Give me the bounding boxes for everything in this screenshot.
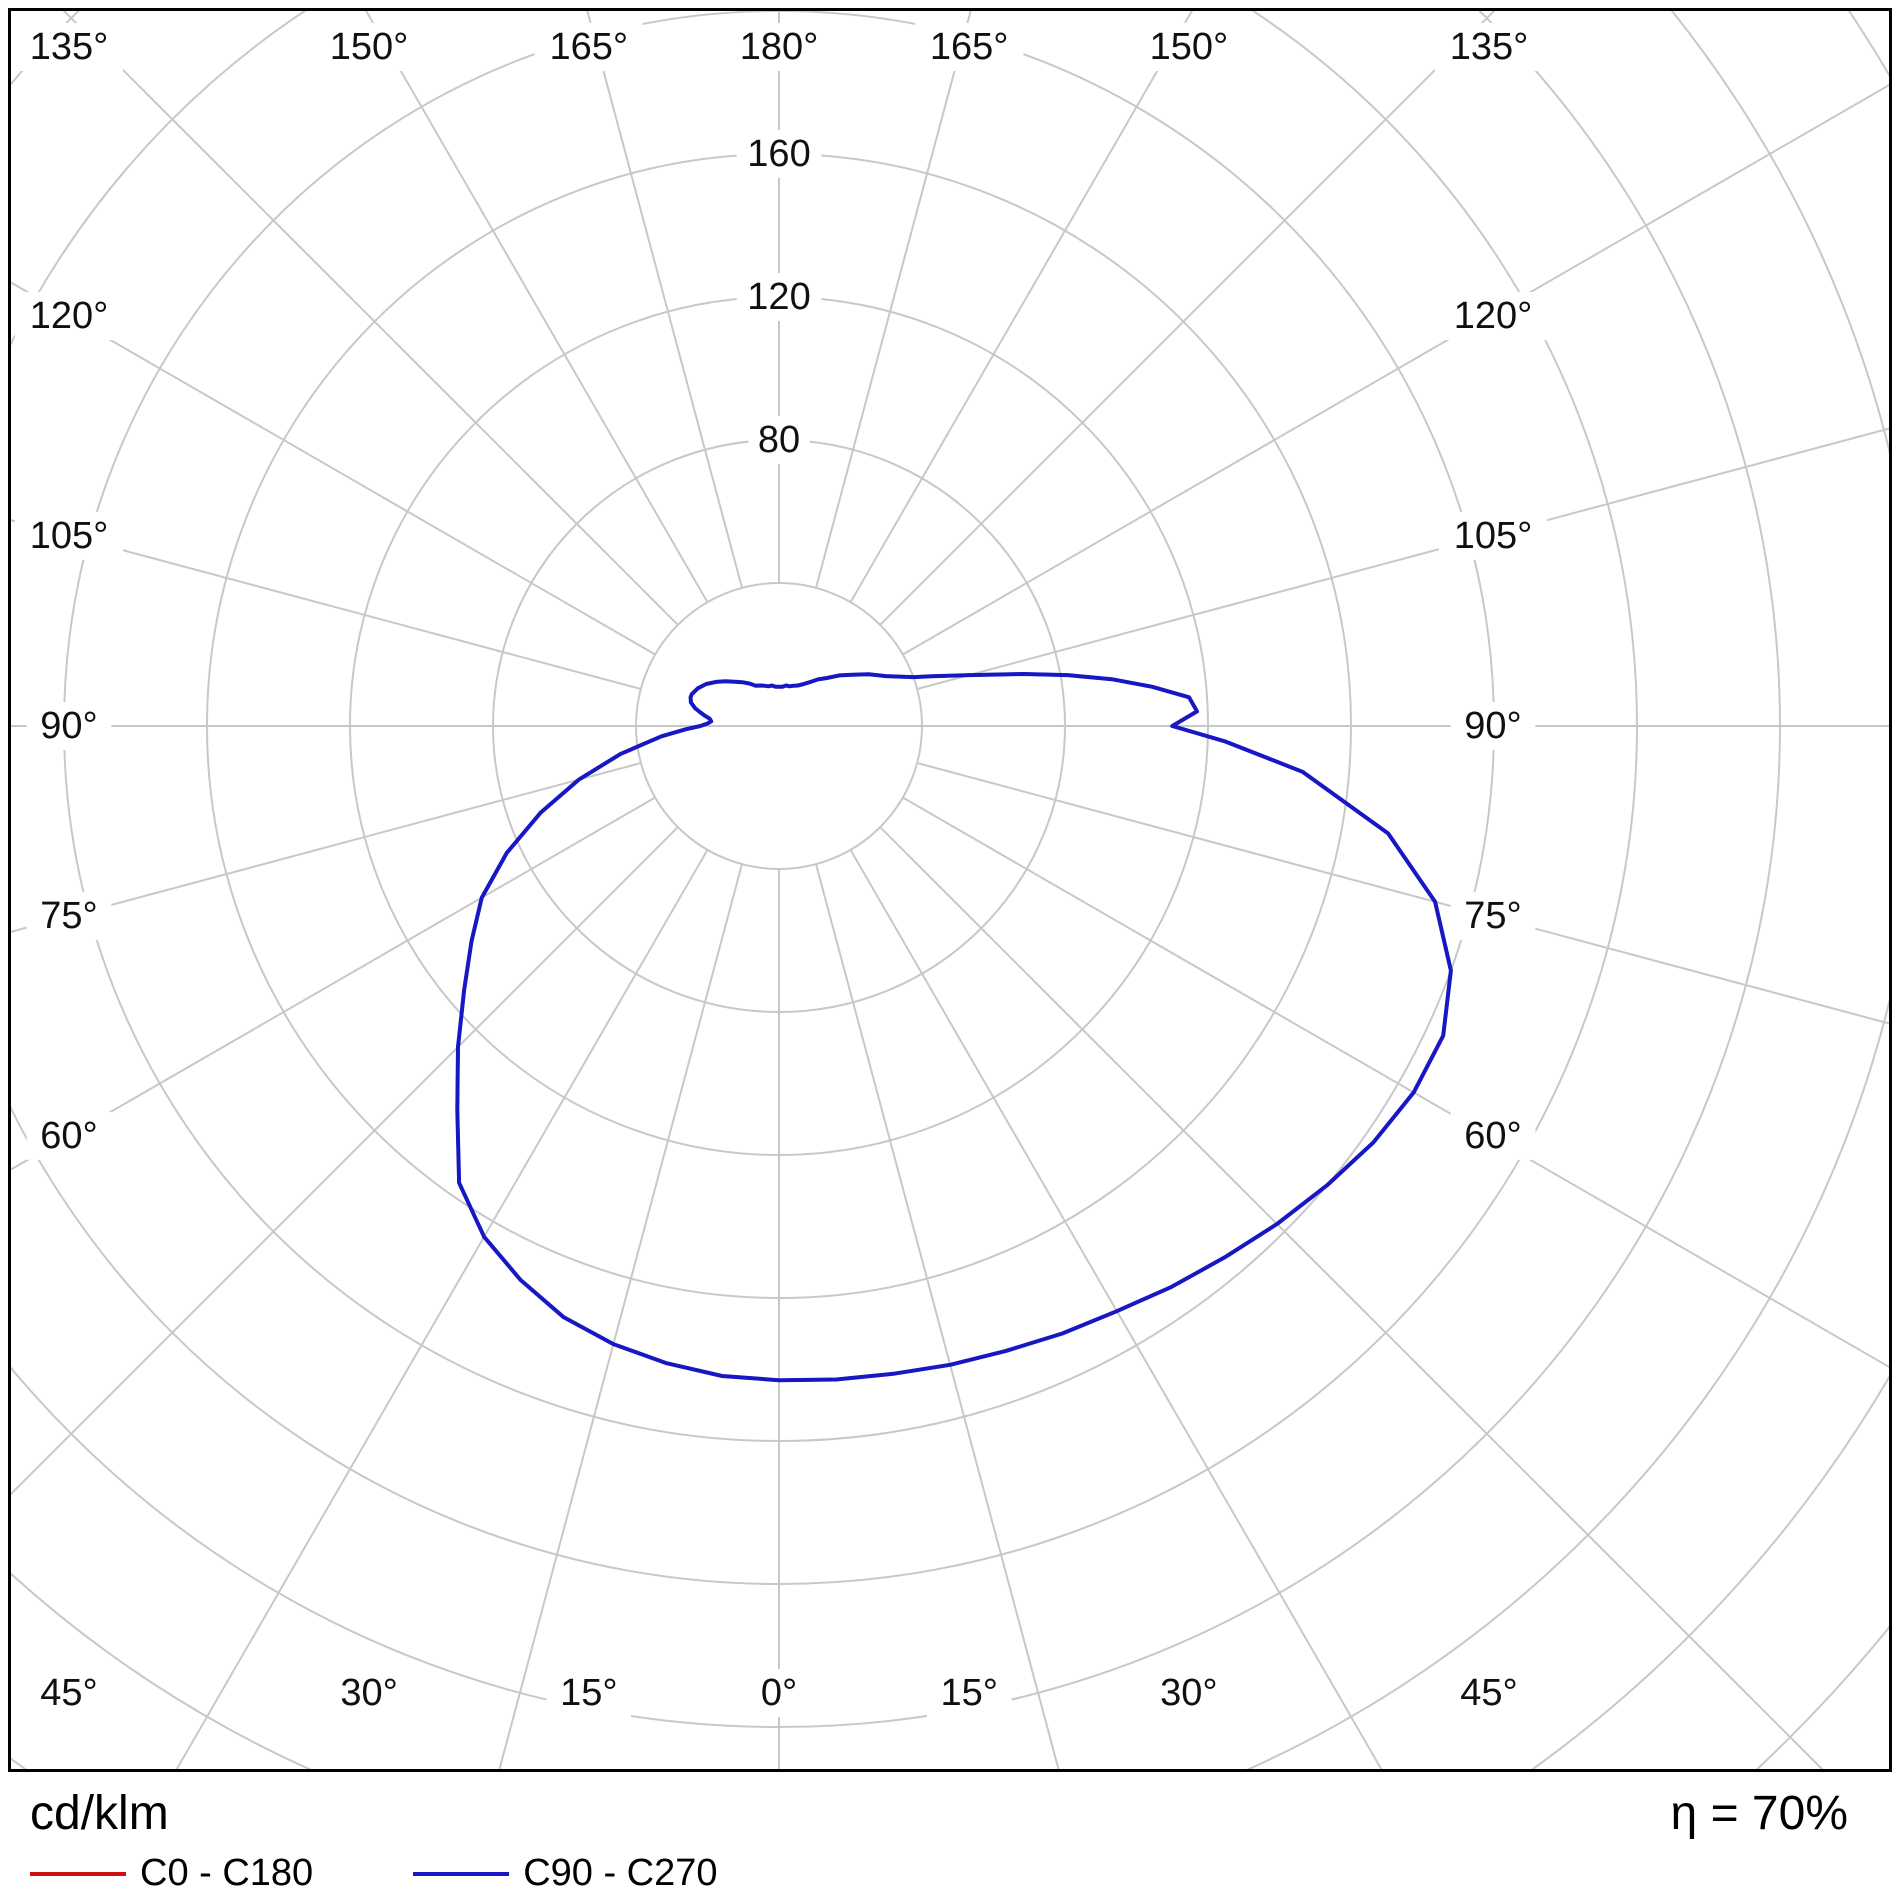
chart-footer: cd/klm η = 70% C0 - C180 C90 - C270 xyxy=(0,1776,1900,1900)
angle-label: 90° xyxy=(40,705,97,747)
ring-label: 80 xyxy=(758,419,800,461)
curve-c90-c270 xyxy=(455,672,1453,1383)
angle-label: 150° xyxy=(1150,26,1229,68)
legend-line-red xyxy=(30,1871,126,1876)
ring-label: 160 xyxy=(747,133,810,175)
angle-label: 135° xyxy=(30,26,109,68)
angle-label: 105° xyxy=(1454,515,1533,557)
grid-rings xyxy=(11,11,1889,1769)
angle-label: 15° xyxy=(560,1672,617,1714)
ring-labels: 80 120 160 xyxy=(736,130,822,464)
angle-label: 0° xyxy=(761,1672,797,1714)
angle-label: 60° xyxy=(40,1115,97,1157)
angle-label: 120° xyxy=(1454,295,1533,337)
radial-unit-label: cd/klm xyxy=(30,1787,169,1840)
angle-label: 165° xyxy=(549,26,628,68)
angle-label: 165° xyxy=(930,26,1009,68)
angle-label: 150° xyxy=(330,26,409,68)
angle-label: 105° xyxy=(30,515,109,557)
angle-label: 45° xyxy=(40,1672,97,1714)
legend-item-c90-c270: C90 - C270 xyxy=(413,1852,718,1895)
angle-label: 120° xyxy=(30,295,109,337)
angle-label: 45° xyxy=(1460,1672,1517,1714)
grid-radials xyxy=(11,11,1889,1769)
angle-label: 135° xyxy=(1450,26,1529,68)
angle-label: 75° xyxy=(1464,895,1521,937)
legend-item-c0-c180: C0 - C180 xyxy=(30,1852,313,1895)
angle-label: 180° xyxy=(740,26,819,68)
angle-label: 15° xyxy=(940,1672,997,1714)
angle-label: 30° xyxy=(340,1672,397,1714)
angle-label: 30° xyxy=(1160,1672,1217,1714)
angle-label: 90° xyxy=(1464,705,1521,747)
polar-photometric-chart: 80 120 160 0° 15° 15° 30° 30° 45° 45° 60° 60° 75° 75°… xyxy=(11,11,1889,1769)
polar-diagram-frame: 80 120 160 0° 15° 15° 30° 30° 45° 45° 60° 60° 75° 75°… xyxy=(8,8,1892,1772)
legend: C0 - C180 C90 - C270 xyxy=(30,1852,718,1895)
angle-label: 75° xyxy=(40,895,97,937)
angle-label: 60° xyxy=(1464,1115,1521,1157)
legend-label: C0 - C180 xyxy=(140,1852,314,1894)
legend-label: C90 - C270 xyxy=(523,1852,718,1894)
efficiency-label: η = 70% xyxy=(1670,1787,1848,1840)
angle-labels: 0° 15° 15° 30° 30° 45° 45° 60° 60° 75° 75° 90° 90° 10… xyxy=(14,23,1548,1717)
legend-line-blue xyxy=(413,1871,510,1876)
ring-label: 120 xyxy=(747,276,810,318)
